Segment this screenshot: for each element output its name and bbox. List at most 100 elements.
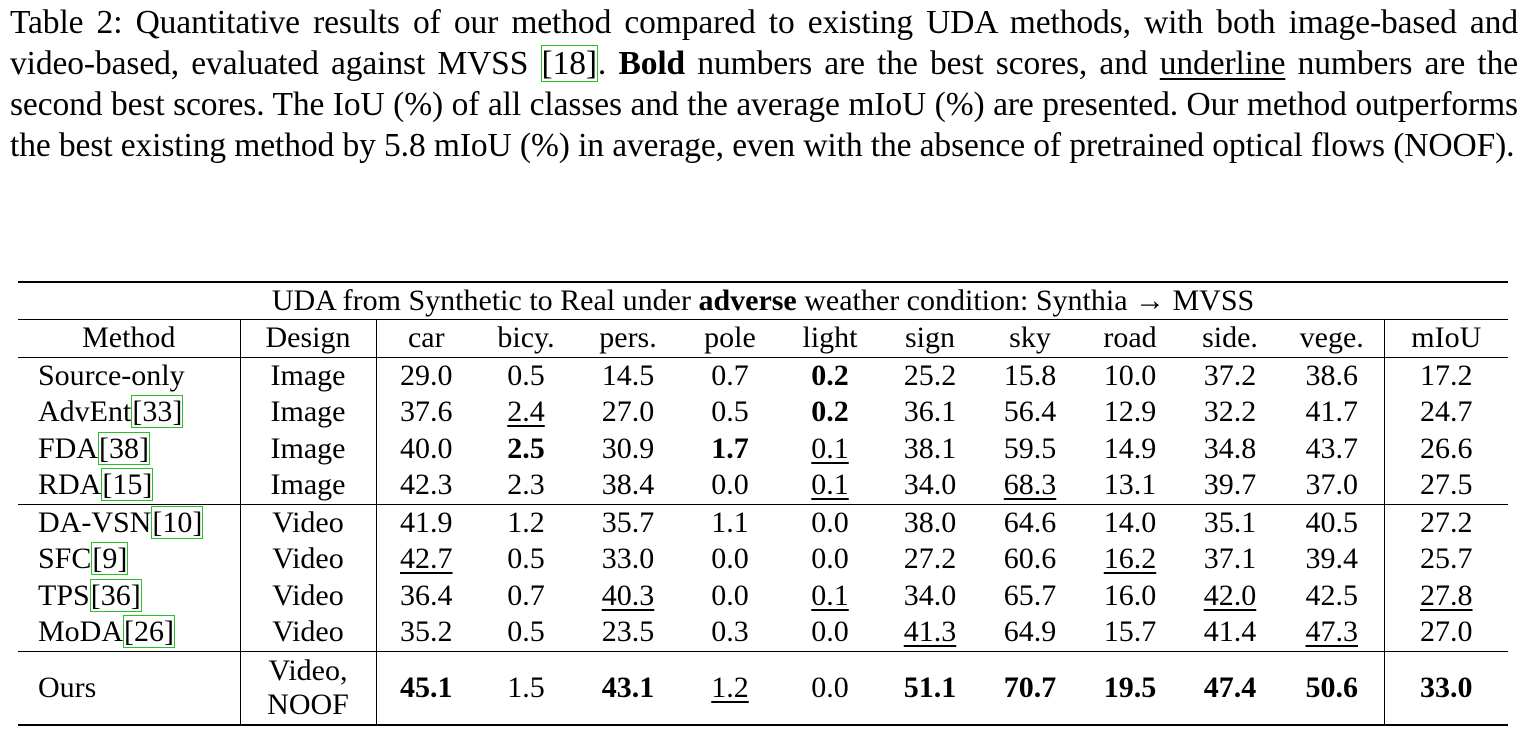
citation-link[interactable]: [9] (91, 542, 129, 575)
method-cell: Source-only (18, 356, 241, 394)
value-cell: 33.0 (1383, 650, 1509, 726)
header-sign: sign (880, 319, 980, 357)
results-table: UDA from Synthetic to Real under adverse… (18, 281, 1509, 726)
value-cell: 14.9 (1103, 431, 1157, 465)
caption-text-4: numbers are the second best scores. The … (10, 45, 1518, 164)
value-cell: 42.3 (400, 468, 453, 501)
value-cell: 45.1 (376, 650, 476, 726)
value-cell: 1.1 (680, 503, 780, 541)
value-cell: 16.0 (1103, 578, 1157, 612)
value-cell: 38.4 (601, 468, 655, 501)
value-cell: 42.7 (400, 542, 453, 575)
value-cell: 41.3 (903, 615, 957, 648)
value-cell: 0.5 (711, 395, 749, 428)
design-cell: Image (240, 356, 377, 394)
header-design: Design (240, 319, 377, 357)
design-cell: Image (240, 467, 377, 504)
value-cell: 25.2 (880, 356, 980, 394)
value-cell: 51.1 (880, 650, 980, 726)
value-cell: 34.0 (903, 468, 957, 501)
value-cell: 60.6 (1003, 542, 1057, 575)
value-cell: 35.7 (576, 503, 680, 541)
value-cell: 1.5 (476, 650, 576, 726)
value-cell: 0.0 (780, 650, 880, 726)
value-cell: 33.0 (601, 542, 655, 575)
value-cell: 37.1 (1203, 542, 1257, 575)
value-cell: 43.7 (1305, 431, 1359, 465)
value-cell: 29.0 (376, 356, 476, 394)
value-cell: 23.5 (601, 615, 655, 648)
value-cell: 17.2 (1383, 356, 1509, 394)
citation-link[interactable]: [33] (131, 395, 184, 428)
value-cell: 47.3 (1305, 615, 1359, 648)
design-cell: Video, NOOF (240, 650, 377, 726)
value-cell: 41.7 (1305, 395, 1359, 428)
table-row-tps: TPS[36] Video 36.4 0.7 40.3 0.0 0.1 34.0 65.7 16.… (18, 577, 1509, 614)
value-cell: 0.3 (711, 615, 749, 648)
method-name: AdvEnt (38, 395, 132, 428)
method-name: FDA (38, 431, 99, 465)
value-cell: 64.9 (1003, 615, 1057, 648)
header-pole: pole (680, 319, 780, 357)
citation-link-18[interactable]: [18] (540, 45, 598, 82)
header-person: pers. (576, 319, 680, 357)
value-cell: 43.1 (576, 650, 680, 726)
citation-link[interactable]: [26] (123, 615, 175, 648)
value-cell: 35.2 (400, 615, 453, 648)
table-title-pre: UDA from Synthetic to Real under (271, 284, 699, 317)
design-cell: Video (240, 541, 377, 578)
header-sidewalk: side. (1180, 319, 1280, 357)
header-road: road (1080, 319, 1180, 357)
value-cell: 24.7 (1383, 394, 1509, 431)
value-cell: 27.2 (903, 542, 957, 575)
citation-link[interactable]: [36] (89, 578, 142, 612)
value-cell: 64.6 (980, 503, 1080, 541)
value-cell: 0.1 (811, 468, 849, 501)
value-cell: 0.0 (711, 578, 749, 612)
value-cell: 0.5 (507, 542, 545, 575)
header-sky: sky (980, 319, 1080, 357)
value-cell: 0.2 (811, 395, 849, 428)
table-title-bold: adverse (698, 284, 797, 317)
citation-link[interactable]: [10] (151, 505, 204, 539)
value-cell: 0.1 (811, 431, 849, 465)
value-cell: 25.7 (1383, 541, 1509, 578)
citation-link[interactable]: [38] (98, 431, 150, 465)
value-cell: 14.0 (1080, 503, 1180, 541)
value-cell: 0.2 (780, 356, 880, 394)
design-line-1: Video, (268, 653, 348, 687)
design-cell: Video (240, 614, 377, 651)
table-row-rda: RDA[15] Image 42.3 2.3 38.4 0.0 0.1 34.0 68.3 13.… (18, 467, 1509, 504)
value-cell: 68.3 (1003, 468, 1057, 501)
table-row-source-only: Source-only Image 29.0 0.5 14.5 0.7 0.2 25.2 15.… (18, 356, 1509, 394)
value-cell: 34.0 (903, 578, 957, 612)
citation-link[interactable]: [15] (101, 468, 154, 501)
caption-underline-word: underline (1159, 45, 1286, 82)
results-table-wrapper: UDA from Synthetic to Real under adverse… (18, 281, 1509, 726)
table-row-sfc: SFC[9] Video 42.7 0.5 33.0 0.0 0.0 27.2 60.6 16.2… (18, 541, 1509, 578)
value-cell: 38.6 (1280, 356, 1384, 394)
value-cell: 42.5 (1305, 578, 1359, 612)
header-method: Method (18, 319, 241, 357)
value-cell: 0.0 (711, 468, 749, 501)
value-cell: 32.2 (1203, 395, 1257, 428)
value-cell: 36.4 (400, 578, 453, 612)
method-name: RDA (38, 468, 102, 501)
value-cell: 0.5 (476, 356, 576, 394)
value-cell: 2.5 (507, 431, 545, 465)
header-miou: mIoU (1383, 319, 1509, 357)
value-cell: 37.0 (1305, 468, 1359, 501)
value-cell: 30.9 (601, 431, 655, 465)
design-cell: Image (240, 394, 377, 431)
value-cell: 1.2 (680, 650, 780, 726)
method-cell: DA-VSN[10] (18, 503, 241, 541)
value-cell: 56.4 (1003, 395, 1057, 428)
caption-text-1: Quantitative results of our method compa… (10, 4, 1518, 82)
value-cell: 0.1 (811, 578, 849, 612)
value-cell: 40.5 (1280, 503, 1384, 541)
table-row-ours: Ours Video, NOOF 45.1 1.5 43.1 1.2 0.0 51.1 70.7 1… (18, 650, 1509, 726)
table-row-fda: FDA[38] Image 40.0 2.5 30.9 1.7 0.1 38.1 59.5 14.… (18, 430, 1509, 467)
header-bicycle: bicy. (476, 319, 576, 357)
method-cell: SFC[9] (18, 541, 241, 578)
design-line-2: NOOF (267, 687, 349, 721)
